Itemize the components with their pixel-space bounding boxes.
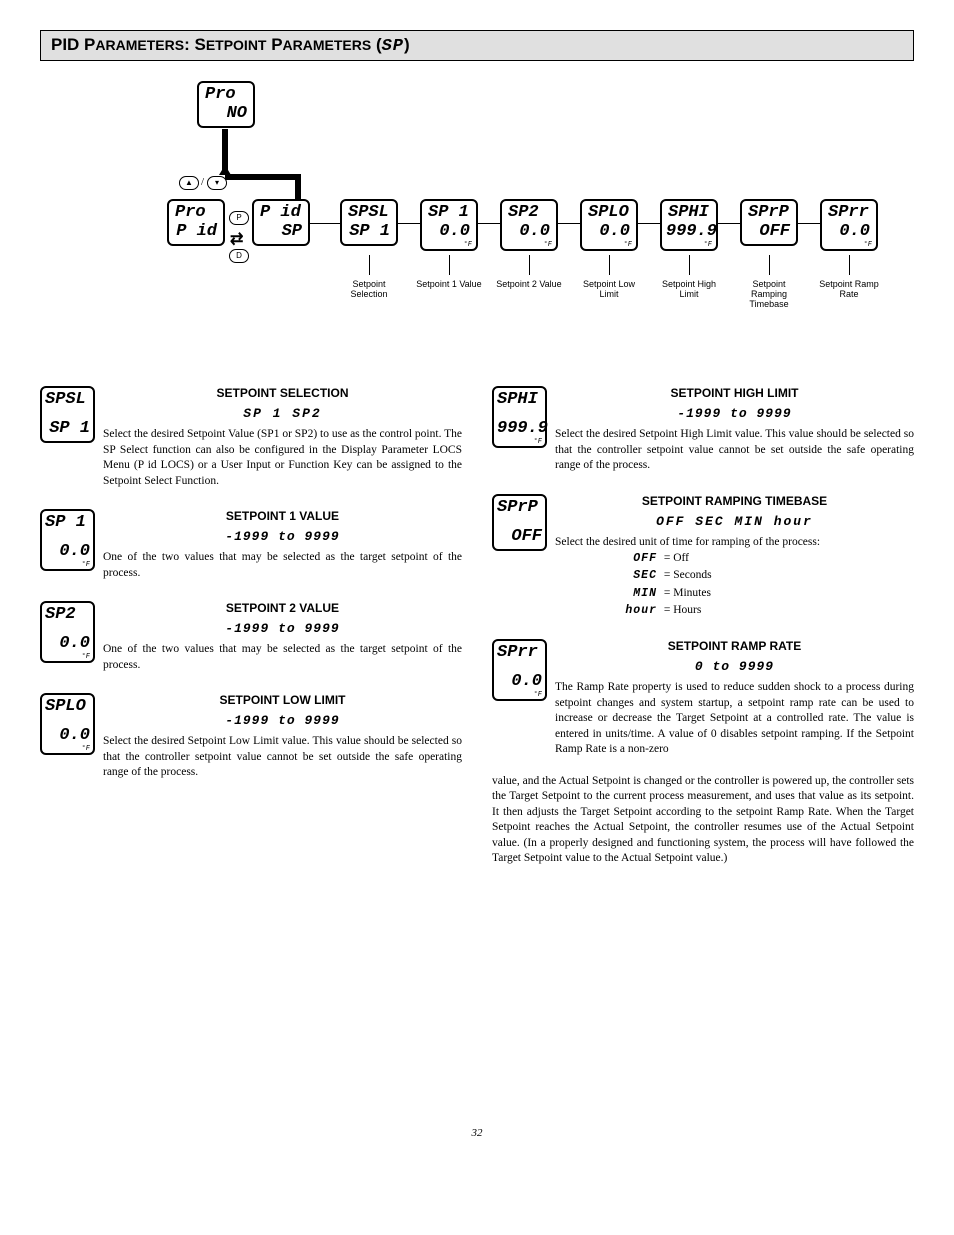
key-p-icon: P [229,211,249,225]
param-SPrP: SPrPOFF SETPOINT RAMPING TIMEBASE OFF SEC … [492,494,914,620]
right-column: SPHI999.9°F SETPOINT HIGH LIMIT -1999 to 9… [492,386,914,867]
param-body: SETPOINT 2 VALUE -1999 to 9999 One of the … [103,601,462,673]
param-body: SETPOINT 1 VALUE -1999 to 9999 One of the … [103,509,462,581]
page-number: 32 [40,1127,914,1139]
connector [398,223,420,224]
param-range: -1999 to 9999 [103,529,462,544]
param-title: SETPOINT RAMPING TIMEBASE [555,494,914,508]
param-text: Select the desired unit of time for ramp… [555,535,914,551]
chain-caption: Setpoint Selection [334,279,404,299]
connector [718,223,740,224]
param-lcd: SP 10.0°F [40,509,95,571]
param-title: SETPOINT RAMP RATE [555,639,914,653]
param-title: SETPOINT HIGH LIMIT [555,386,914,400]
param-text: One of the two values that may be select… [103,550,462,581]
connector [609,255,610,275]
connector [449,255,450,275]
connector [529,255,530,275]
param-text: Select the desired Setpoint High Limit v… [555,427,914,474]
connector [638,223,660,224]
param-options: OFF SEC MIN hour [555,514,914,529]
chain-caption: Setpoint 2 Value [494,279,564,289]
param-SPrr: SPrr0.0°F SETPOINT RAMP RATE 0 to 9999 The … [492,639,914,758]
param-SPLO: SPLO0.0°F SETPOINT LOW LIMIT -1999 to 9999… [40,693,462,781]
lcd-chain-1: SP 10.0°F [420,199,478,251]
chain-caption: Setpoint Low Limit [574,279,644,299]
param-lcd: SPrPOFF [492,494,547,551]
lcd-chain-0: SPSLSP 1 [340,199,398,246]
slash: / [201,176,204,188]
lcd-chain-2: SP20.0°F [500,199,558,251]
lcd-chain-3: SPLO0.0°F [580,199,638,251]
param-title: SETPOINT SELECTION [103,386,462,400]
param-title: SETPOINT 1 VALUE [103,509,462,523]
lcd-menu1: Pro P id [167,199,225,246]
lcd-chain-4: SPHI999.9°F [660,199,718,251]
body-columns: SPSLSP 1 SETPOINT SELECTION SP 1 SP2 Select… [40,386,914,867]
param-lcd: SPrr0.0°F [492,639,547,701]
lcd-menu2: P id SP [252,199,310,246]
param-body: SETPOINT SELECTION SP 1 SP2 Select the des… [103,386,462,489]
param-SPSL: SPSLSP 1 SETPOINT SELECTION SP 1 SP2 Select… [40,386,462,489]
param-SP2: SP20.0°F SETPOINT 2 VALUE -1999 to 9999 One… [40,601,462,673]
chain-caption: Setpoint 1 Value [414,279,484,289]
left-column: SPSLSP 1 SETPOINT SELECTION SP 1 SP2 Select… [40,386,462,867]
param-lcd: SPSLSP 1 [40,386,95,443]
arrow-icon [219,165,231,175]
lcd-top: Pro NO [197,81,255,128]
lcd-chain-5: SPrPOFF [740,199,798,246]
param-title: SETPOINT 2 VALUE [103,601,462,615]
chain-caption: Setpoint High Limit [654,279,724,299]
param-range: 0 to 9999 [555,659,914,674]
param-options: SP 1 SP2 [103,406,462,421]
param-body: SETPOINT HIGH LIMIT -1999 to 9999 Select t… [555,386,914,474]
connector [769,255,770,275]
param-text: The Ramp Rate property is used to reduce… [555,680,914,758]
flow-diagram: Pro NO ▲ / ▾ Pro P id ⇄ P id SP P D SPSL… [67,81,887,361]
connector [478,223,500,224]
connector [798,223,820,224]
chain-caption: Setpoint Ramp Rate [814,279,884,299]
param-body: SETPOINT RAMP RATE 0 to 9999 The Ramp Rate… [555,639,914,758]
param-SP 1: SP 10.0°F SETPOINT 1 VALUE -1999 to 9999 On… [40,509,462,581]
param-text: One of the two values that may be select… [103,642,462,673]
param-lcd: SPHI999.9°F [492,386,547,448]
connector [849,255,850,275]
param-range: -1999 to 9999 [103,713,462,728]
param-title: SETPOINT LOW LIMIT [103,693,462,707]
param-range: -1999 to 9999 [555,406,914,421]
key-icon: ▾ [207,176,227,190]
param-body: SETPOINT LOW LIMIT -1999 to 9999 Select th… [103,693,462,781]
param-body: SETPOINT RAMPING TIMEBASE OFF SEC MIN hou… [555,494,914,620]
param-text: Select the desired Setpoint Value (SP1 o… [103,427,462,489]
connector [369,255,370,275]
connector [558,223,580,224]
param-range: -1999 to 9999 [103,621,462,636]
connector [310,223,340,224]
double-arrow-icon: ⇄ [230,229,243,249]
connector [225,174,295,180]
param-lcd: SP20.0°F [40,601,95,663]
key-icon: ▲ [179,176,199,190]
lcd-chain-6: SPrr0.0°F [820,199,878,251]
options-list: OFF = OffSEC = SecondsMIN = Minuteshour … [615,550,914,619]
key-d-icon: D [229,249,249,263]
page-header: PID PARAMETERS: SETPOINT PARAMETERS (SP) [40,30,914,61]
param-SPHI: SPHI999.9°F SETPOINT HIGH LIMIT -1999 to 9… [492,386,914,474]
param-lcd: SPLO0.0°F [40,693,95,755]
chain-caption: Setpoint Ramping Timebase [734,279,804,309]
connector [689,255,690,275]
param-text-continued: value, and the Actual Setpoint is change… [492,774,914,867]
param-text: Select the desired Setpoint Low Limit va… [103,734,462,781]
